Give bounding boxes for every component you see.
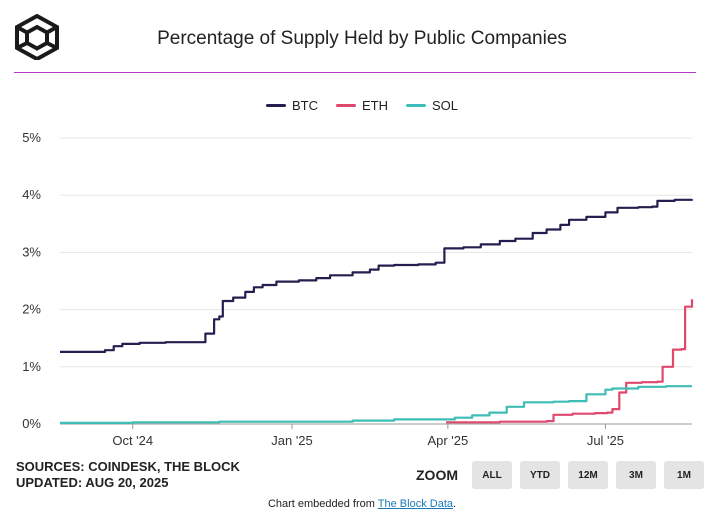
y-tick-label: 1%	[22, 359, 41, 374]
header-divider	[14, 72, 696, 73]
legend-item-btc[interactable]: BTC	[265, 98, 318, 113]
y-tick-label: 3%	[22, 244, 41, 259]
zoom-all-button[interactable]: ALL	[472, 461, 512, 489]
x-tick-label: Jul '25	[587, 433, 624, 448]
legend-swatch-sol	[405, 104, 426, 107]
the-block-logo-icon[interactable]	[14, 14, 60, 60]
legend-swatch-btc	[265, 104, 286, 107]
updated-text: UPDATED: AUG 20, 2025	[16, 475, 169, 490]
zoom-12m-button[interactable]: 12M	[568, 461, 608, 489]
header: Percentage of Supply Held by Public Comp…	[0, 0, 724, 74]
zoom-controls: ZOOM ALL YTD 12M 3M 1M	[416, 461, 704, 489]
y-tick-label: 5%	[22, 130, 41, 145]
zoom-3m-button[interactable]: 3M	[616, 461, 656, 489]
legend-item-sol[interactable]: SOL	[405, 98, 458, 113]
legend-label-eth: ETH	[361, 98, 388, 113]
zoom-label: ZOOM	[416, 467, 458, 483]
line-chart[interactable]: 0% 1% 2% 3% 4% 5% Oct '24 Jan '25 Apr '25 Jul '25	[0, 120, 724, 455]
series-line-btc[interactable]	[60, 198, 694, 353]
zoom-ytd-button[interactable]: YTD	[520, 461, 560, 489]
sources-text: SOURCES: COINDESK, THE BLOCK	[16, 459, 240, 474]
zoom-1m-button[interactable]: 1M	[664, 461, 704, 489]
legend-swatch-eth	[335, 104, 356, 107]
embed-prefix: Chart embedded from	[267, 498, 378, 510]
embed-suffix: .	[453, 498, 457, 510]
y-tick-label: 2%	[22, 302, 41, 317]
legend-label-btc: BTC	[291, 98, 318, 113]
the-block-data-link[interactable]: The Block Data	[377, 498, 453, 510]
page-title: Percentage of Supply Held by Public Comp…	[157, 28, 567, 49]
y-tick-label: 4%	[22, 187, 41, 202]
series-line-sol[interactable]	[60, 385, 692, 424]
series-line-eth[interactable]	[446, 299, 694, 424]
y-tick-label: 0%	[22, 416, 41, 431]
embed-footer: Chart embedded from The Block Data.	[0, 498, 724, 510]
chart-legend: BTC ETH SOL	[0, 98, 724, 113]
legend-label-sol: SOL	[431, 98, 458, 113]
sources-block: SOURCES: COINDESK, THE BLOCK UPDATED: AU…	[16, 459, 240, 491]
x-tick-label: Jan '25	[271, 433, 313, 448]
x-tick-label: Oct '24	[112, 433, 153, 448]
legend-item-eth[interactable]: ETH	[335, 98, 388, 113]
x-tick-label: Apr '25	[427, 433, 468, 448]
